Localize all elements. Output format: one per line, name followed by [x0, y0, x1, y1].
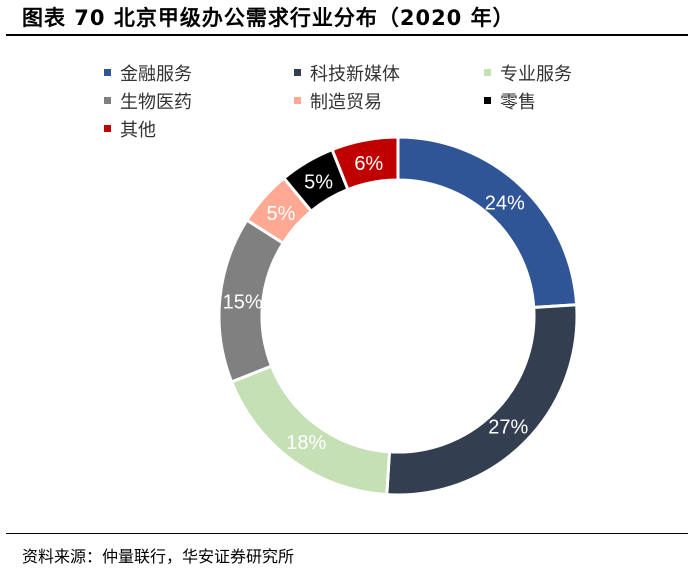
slice-2 — [385, 303, 579, 497]
slice-1 — [396, 135, 579, 310]
legend-swatch — [104, 69, 111, 76]
title-divider — [6, 34, 688, 36]
slice-3 — [229, 364, 392, 497]
legend: 金融服务 科技新媒体 专业服务生物医药 制造贸易 零售其他 — [104, 60, 624, 141]
slice-7 — [330, 135, 400, 192]
legend-label: 生物医药 — [120, 91, 192, 113]
legend-swatch — [294, 69, 301, 76]
legend-item: 其他 — [104, 116, 294, 141]
footer-divider — [6, 533, 688, 534]
legend-swatch — [484, 69, 491, 76]
data-label: 24% — [485, 192, 525, 214]
legend-item: 金融服务 — [104, 60, 294, 85]
data-label: 5% — [267, 203, 296, 225]
legend-label: 其他 — [120, 119, 156, 141]
source-note: 资料来源：仲量联行，华安证券研究所 — [22, 547, 295, 566]
data-label: 15% — [223, 291, 263, 313]
data-label: 27% — [488, 416, 528, 438]
legend-label: 零售 — [500, 91, 536, 113]
legend-swatch — [104, 97, 111, 104]
legend-item: 生物医药 — [104, 88, 294, 113]
legend-swatch — [294, 97, 301, 104]
legend-label: 专业服务 — [500, 63, 572, 85]
legend-label: 金融服务 — [120, 63, 192, 85]
chart-title: 图表 70 北京甲级办公需求行业分布（2020 年） — [22, 6, 515, 30]
legend-item: 科技新媒体 — [294, 60, 484, 85]
data-label: 5% — [304, 172, 333, 194]
legend-label: 制造贸易 — [310, 91, 382, 113]
legend-swatch — [484, 97, 491, 104]
legend-item: 专业服务 — [484, 60, 624, 85]
legend-item: 制造贸易 — [294, 88, 484, 113]
legend-item: 零售 — [484, 88, 624, 113]
legend-label: 科技新媒体 — [310, 63, 400, 85]
data-label: 18% — [286, 432, 326, 454]
data-label: 6% — [354, 153, 383, 175]
legend-swatch — [104, 125, 111, 132]
